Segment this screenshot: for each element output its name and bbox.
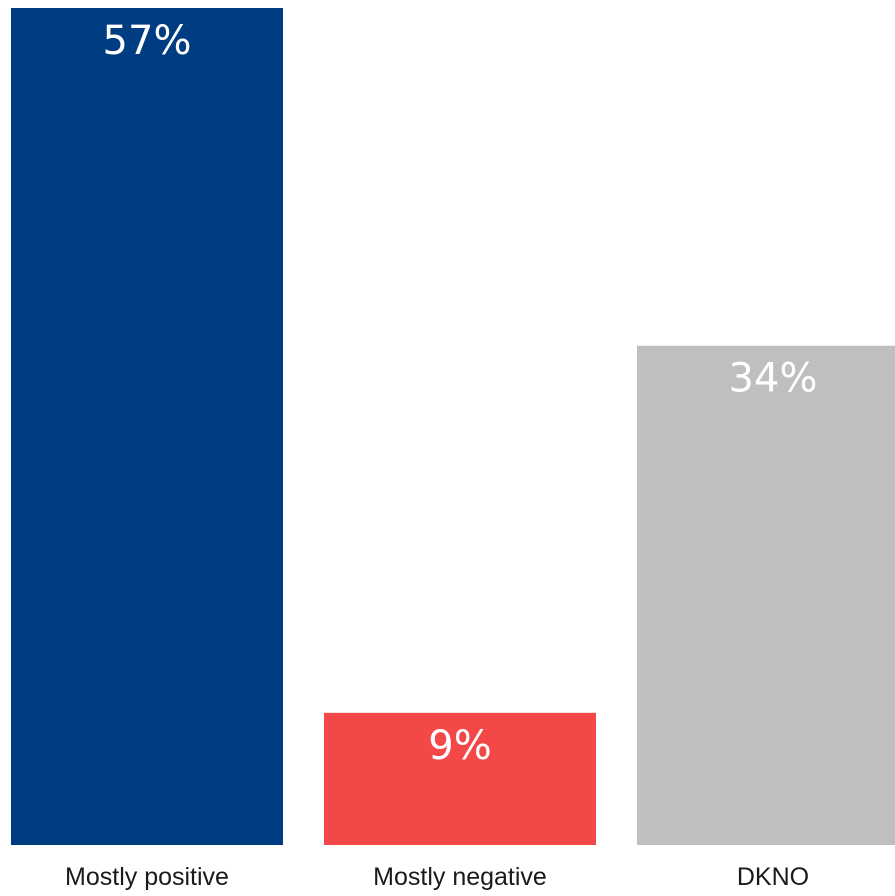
data-labels-group: 57% 9% 34% — [103, 18, 818, 769]
bar-mostly-positive — [11, 8, 283, 845]
category-labels-group: Mostly positive Mostly negative DKNO — [65, 863, 809, 891]
category-label-mostly-negative: Mostly negative — [373, 863, 547, 891]
data-label-dkno: 34% — [729, 356, 818, 402]
bar-mostly-negative — [324, 712, 596, 845]
data-label-mostly-positive: 57% — [103, 18, 192, 64]
category-label-dkno: DKNO — [737, 863, 809, 891]
bars-group — [11, 8, 895, 845]
data-label-mostly-negative: 9% — [428, 723, 491, 769]
bar-dkno — [637, 345, 895, 845]
category-label-mostly-positive: Mostly positive — [65, 863, 229, 891]
